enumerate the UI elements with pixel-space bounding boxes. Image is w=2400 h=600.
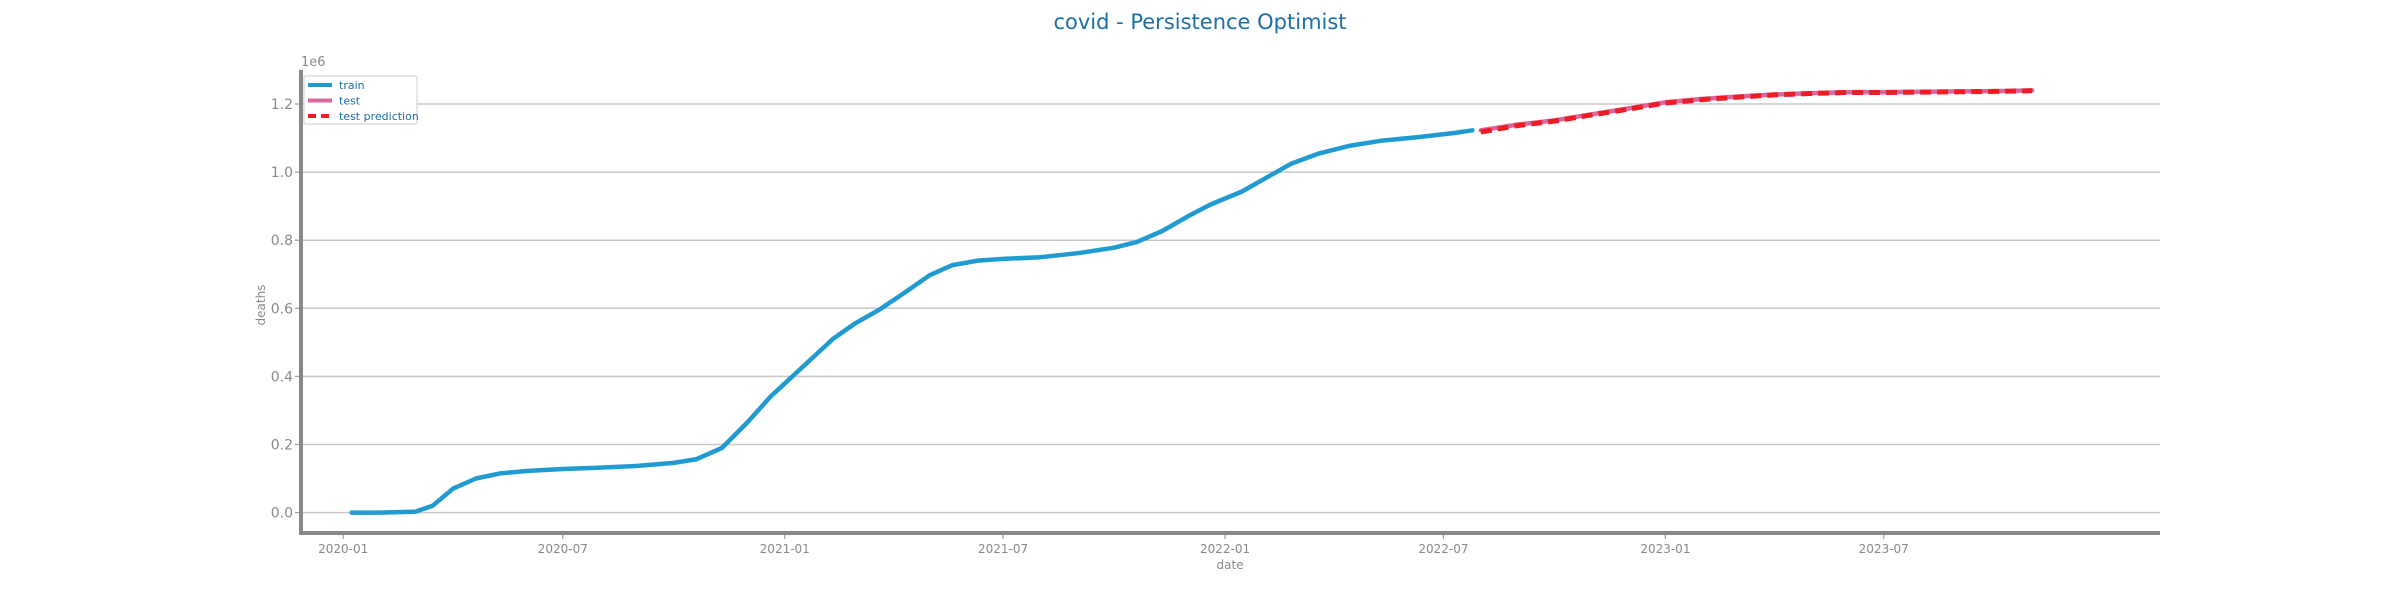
x-tick-label: 2023-07 [1859, 542, 1909, 556]
y-tick-label: 0.2 [271, 437, 293, 453]
series-line-test-prediction [1480, 88, 2033, 135]
x-tick-label: 2021-07 [978, 542, 1028, 556]
series-layer [349, 88, 2035, 515]
legend-label-test-prediction: test prediction [339, 110, 419, 123]
legend-label-test: test [339, 95, 361, 108]
y-tick-label: 1.0 [271, 165, 293, 181]
x-tick-label: 2021-01 [760, 542, 810, 556]
legend-label-train: train [339, 79, 365, 92]
grid-lines [301, 103, 2160, 514]
chart-title: covid - Persistence Optimist [1053, 10, 1346, 34]
x-tick-label: 2020-01 [318, 542, 368, 556]
x-tick-label: 2022-07 [1418, 542, 1468, 556]
x-tick-label: 2023-01 [1640, 542, 1690, 556]
x-axis: 2020-01 2020-07 2021-01 2021-07 2022-01 2022-… [299, 531, 2160, 556]
x-tick-label: 2022-01 [1200, 542, 1250, 556]
y-tick-label: 0.8 [271, 233, 293, 249]
y-multiplier-label: 1e6 [301, 55, 326, 70]
y-tick-label: 0.4 [271, 369, 293, 385]
y-tick-label: 0.0 [271, 506, 293, 522]
series-line-train [349, 128, 1475, 515]
x-tick-label: 2020-07 [538, 542, 588, 556]
legend: train test test prediction [303, 75, 419, 125]
y-axis: 0.0 0.2 0.4 0.6 0.8 1.0 1.2 [271, 70, 303, 533]
y-tick-label: 1.2 [271, 97, 293, 113]
x-axis-label: date [1216, 558, 1243, 572]
y-axis-label: deaths [254, 285, 268, 326]
y-tick-label: 0.6 [271, 301, 293, 317]
legend-box [303, 75, 418, 125]
